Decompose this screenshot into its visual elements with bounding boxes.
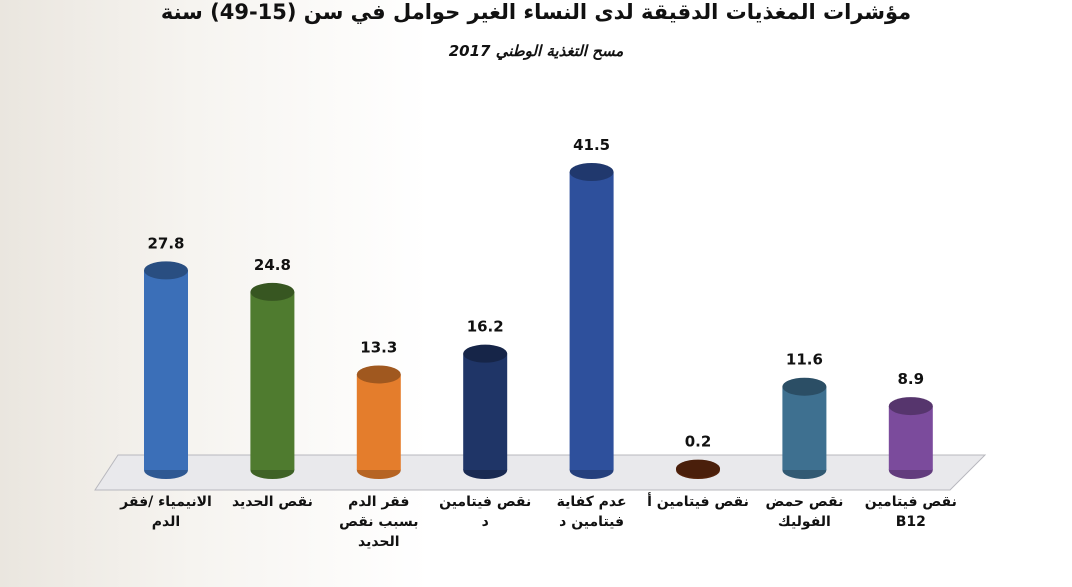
- bar-top: [144, 261, 188, 280]
- chart-subtitle: مسح التغذية الوطني 2017: [448, 42, 624, 60]
- bar-top: [782, 377, 827, 396]
- bar-top: [356, 365, 401, 384]
- chart-title: مؤشرات المغذيات الدقيقة لدى النساء الغير…: [160, 0, 912, 24]
- value-label: 11.6: [786, 351, 823, 369]
- value-label: 27.8: [147, 234, 184, 252]
- bar: [569, 172, 614, 470]
- bar-top: [676, 459, 720, 478]
- x-tick-label: نقص الحديد: [231, 494, 313, 510]
- floor: [94, 454, 987, 491]
- x-tick-label: نقص فيتامين أ: [647, 494, 749, 510]
- x-tick-label: فقر الدم بسبب نقص الحديد: [339, 494, 419, 550]
- bar: [356, 374, 401, 470]
- value-label: 41.5: [573, 136, 610, 154]
- value-label: 0.2: [685, 433, 712, 451]
- bar: [463, 353, 508, 470]
- bar: [782, 386, 827, 470]
- value-label: 13.3: [360, 338, 397, 356]
- bar: [144, 270, 188, 470]
- x-tick-label: نقص فيتامين د: [439, 494, 532, 530]
- value-label: 16.2: [467, 318, 504, 336]
- value-label: 8.9: [898, 370, 925, 388]
- bar-top: [463, 344, 508, 363]
- value-label: 24.8: [254, 256, 291, 274]
- bar: [888, 406, 933, 470]
- bar-top: [250, 282, 295, 301]
- x-tick-label: الانيمياء /فقر الدم: [120, 494, 212, 530]
- x-tick-label: نقص فيتامين B12: [864, 494, 957, 530]
- bar-top: [569, 163, 614, 181]
- x-tick-label: نقص حمض الفوليك: [765, 494, 844, 530]
- bar-top: [888, 397, 933, 416]
- bar: [250, 291, 295, 470]
- x-tick-label: عدم كفاية فيتامين د: [556, 494, 627, 530]
